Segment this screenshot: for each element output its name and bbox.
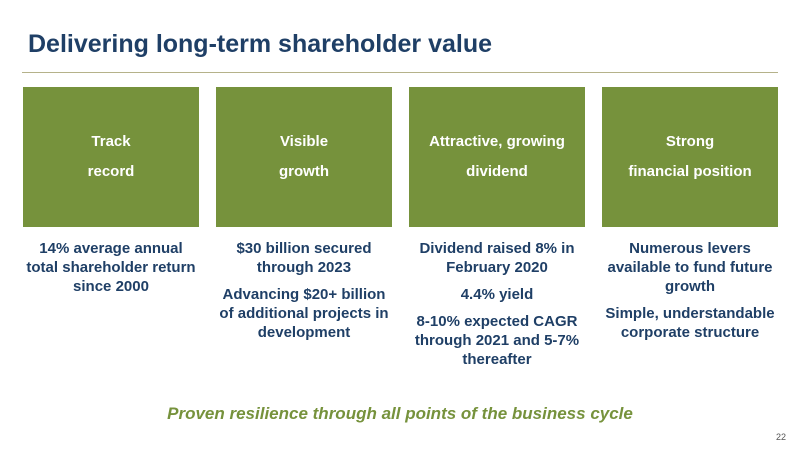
point: 8-10% expected CAGR through 2021 and 5-7…: [414, 313, 580, 368]
column-heading: Attractive, growing dividend: [409, 87, 585, 227]
column: Track record 14% average annual total shar…: [23, 87, 199, 304]
heading-line: Visible: [279, 133, 329, 150]
column-body: $30 billion secured through 2023 Advancin…: [216, 239, 392, 342]
point: Simple, understandable corporate structu…: [605, 305, 775, 341]
heading-line: Track: [91, 133, 131, 150]
tagline: Proven resilience through all points of …: [167, 404, 633, 423]
heading-line: dividend: [466, 163, 528, 180]
heading-line: Attractive, growing: [429, 133, 565, 150]
divider: [22, 72, 778, 73]
page-number: 22: [775, 432, 786, 442]
heading-line: growth: [279, 163, 329, 180]
point: Advancing $20+ billion of additional pro…: [219, 286, 389, 341]
slide-title: Delivering long-term shareholder value: [28, 30, 493, 58]
column: Strong financial position Numerous levers …: [602, 87, 778, 350]
column-heading: Visible growth: [216, 87, 392, 227]
column-body: Numerous levers available to fund future…: [602, 239, 778, 342]
column: Attractive, growing dividend Dividend rais…: [409, 87, 585, 377]
heading-line: financial position: [628, 163, 752, 180]
point: 4.4% yield: [460, 286, 534, 303]
column-body: 14% average annual total shareholder ret…: [23, 239, 199, 296]
point: 14% average annual total shareholder ret…: [26, 240, 196, 295]
column-heading: Track record: [23, 87, 199, 227]
heading-line: Strong: [665, 133, 715, 150]
point: $30 billion secured through 2023: [236, 240, 372, 276]
column-heading: Strong financial position: [602, 87, 778, 227]
column-body: Dividend raised 8% in February 2020 4.4% …: [409, 239, 585, 369]
point: Numerous levers available to fund future…: [607, 240, 773, 295]
column: Visible growth $30 billion secured through…: [216, 87, 392, 350]
heading-line: record: [87, 163, 135, 180]
point: Dividend raised 8% in February 2020: [419, 240, 575, 276]
